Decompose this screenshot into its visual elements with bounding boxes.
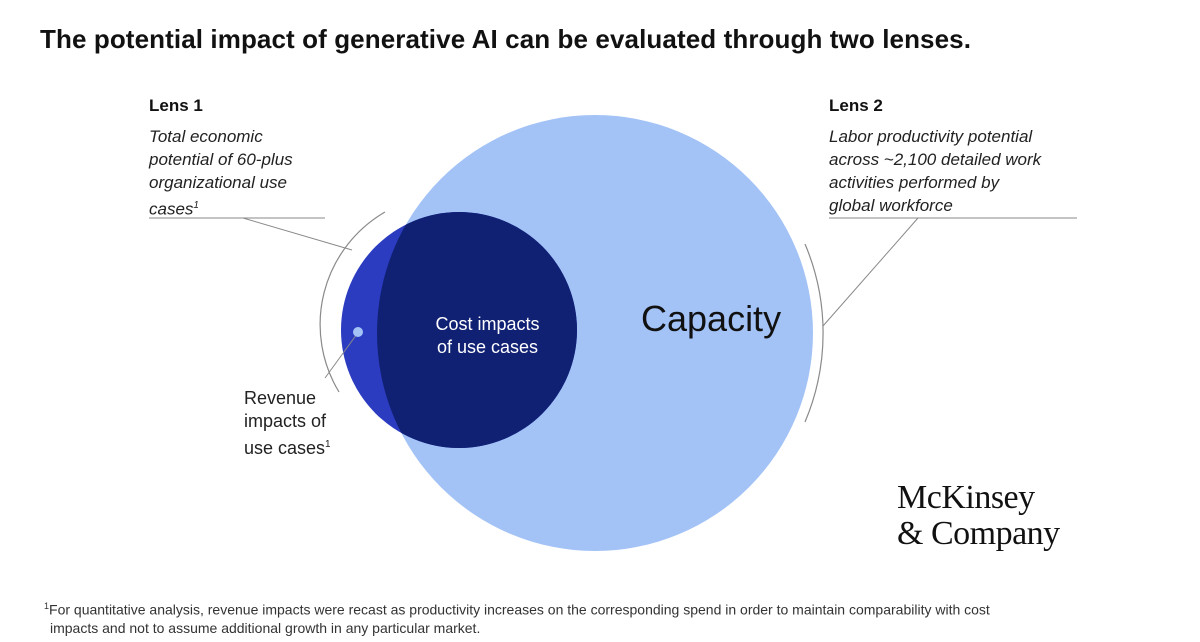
- footnote-line: impacts and not to assume additional gro…: [50, 619, 481, 636]
- revenue-footnote-marker: 1: [325, 439, 331, 450]
- revenue-label-line: Revenue: [244, 388, 317, 408]
- logo-line: & Company: [897, 515, 1060, 552]
- capacity-label: Capacity: [641, 298, 782, 339]
- lens2-bracket-arc: [804, 243, 824, 423]
- lens1-footnote-marker: 1: [193, 200, 199, 211]
- lens2-leader-line: [822, 217, 919, 327]
- lens2-description-line: across ~2,100 detailed work: [829, 150, 1042, 169]
- lens2-heading: Lens 2: [829, 96, 883, 115]
- lens1-description-line: organizational use: [149, 173, 287, 192]
- revenue-leader-line: [324, 333, 358, 379]
- lens1-description-line: cases1: [149, 194, 339, 221]
- lens1-heading: Lens 1: [149, 96, 203, 115]
- revenue-label-line: impacts of: [244, 411, 327, 431]
- footnote-line: 1For quantitative analysis, revenue impa…: [44, 597, 1154, 619]
- revenue-label-line: use cases1: [244, 433, 354, 460]
- lens2-description-line: global workforce: [829, 196, 953, 215]
- cost-impacts-label: Cost impacts of use cases: [400, 313, 575, 359]
- footnote-marker: 1: [44, 601, 50, 611]
- lens2-description-line: Labor productivity potential: [829, 127, 1033, 146]
- revenue-label-text: use cases: [244, 438, 326, 458]
- revenue-dot: [353, 327, 363, 337]
- lens1-leader-line: [242, 217, 353, 251]
- revenue-impacts-label: Revenue impacts of use cases1: [244, 387, 354, 460]
- lens1-description-line: Total economic: [149, 127, 263, 146]
- cost-label-line: Cost impacts: [435, 314, 540, 334]
- lens1-description: Total economic potential of 60-plus orga…: [149, 125, 339, 221]
- footnote: 1For quantitative analysis, revenue impa…: [44, 597, 1154, 637]
- cost-label-line: of use cases: [436, 337, 539, 357]
- lens2-description-line: activities performed by: [829, 173, 1000, 192]
- lens1-description-text: cases: [149, 199, 194, 219]
- logo-line: McKinsey: [897, 479, 1035, 516]
- lens1-bracket-arc: [319, 211, 386, 393]
- lens2-description: Labor productivity potential across ~2,1…: [829, 125, 1089, 217]
- mckinsey-logo: McKinsey & Company: [897, 480, 1060, 552]
- footnote-text: For quantitative analysis, revenue impac…: [49, 601, 990, 618]
- lens1-description-line: potential of 60-plus: [149, 150, 293, 169]
- page-title: The potential impact of generative AI ca…: [40, 24, 972, 54]
- cost-circle: [377, 212, 577, 448]
